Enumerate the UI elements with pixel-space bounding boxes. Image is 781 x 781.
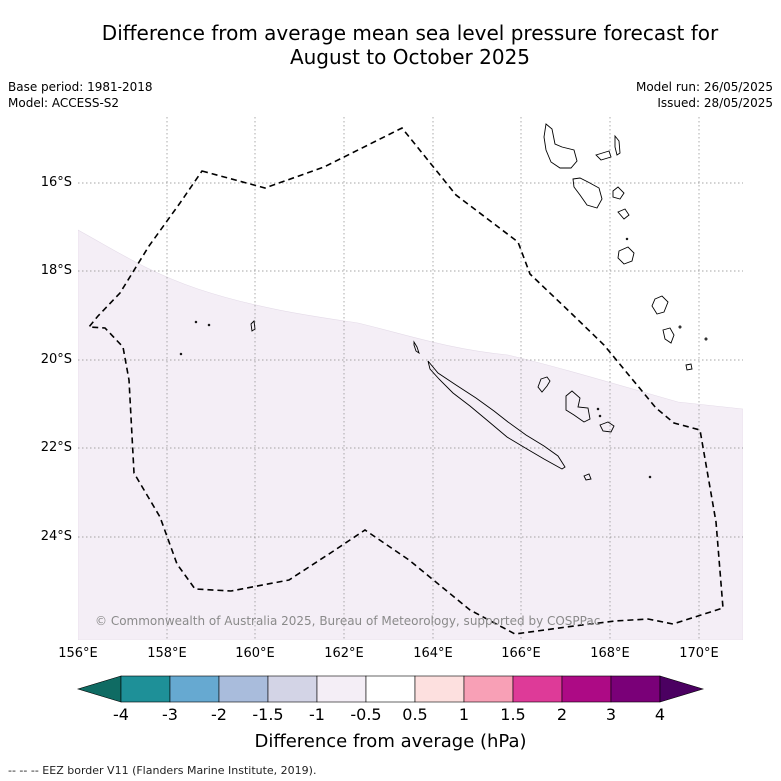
colorbar-extend-max: [659, 675, 705, 703]
lon-label-166e: 166°E: [501, 646, 541, 661]
colorbar-tick: -1.5: [252, 705, 284, 724]
vanuatu-espiritu-santo: [543, 123, 578, 169]
lon-label-160e: 160°E: [235, 646, 275, 661]
base-period: Base period: 1981-2018: [8, 80, 153, 94]
map-panel: [78, 117, 743, 640]
lat-label-18s: 18°S: [40, 263, 72, 278]
colorbar-tick: -1: [309, 705, 325, 724]
meta-left: Base period: 1981-2018 Model: ACCESS-S2: [8, 79, 153, 111]
lon-label-168e: 168°E: [590, 646, 630, 661]
colorbar: [76, 675, 705, 703]
colorbar-tick: 0.5: [402, 705, 428, 724]
colorbar-tick: -3: [162, 705, 178, 724]
colorbar-tick: 4: [654, 705, 666, 724]
colorbar-tick: 3: [605, 705, 617, 724]
lon-label-158e: 158°E: [147, 646, 187, 661]
model-name: Model: ACCESS-S2: [8, 96, 120, 110]
colorbar-cell: [414, 675, 465, 703]
colorbar-cell: [610, 675, 661, 703]
gridlines: [78, 117, 743, 640]
lat-label-24s: 24°S: [40, 529, 72, 544]
lon-label-170e: 170°E: [679, 646, 719, 661]
colorbar-cell: [365, 675, 416, 703]
colorbar-tick: -0.5: [350, 705, 382, 724]
colorbar-tick: -2: [211, 705, 227, 724]
map-copyright: © Commonwealth of Australia 2025, Bureau…: [95, 614, 601, 628]
loyalty-islands: [537, 376, 551, 393]
eez-legend-note: -- -- -- EEZ border V11 (Flanders Marine…: [8, 764, 317, 777]
colorbar-tick: -4: [113, 705, 129, 724]
new-caledonia-coastline: [427, 360, 566, 470]
colorbar-extend-min: [76, 675, 122, 703]
chart-title-line-1: Difference from average mean sea level p…: [101, 21, 719, 45]
model-run: Model run: 26/05/2025: [635, 80, 773, 94]
colorbar-cell: [267, 675, 318, 703]
colorbar-cell: [218, 675, 269, 703]
lat-label-16s: 16°S: [40, 175, 72, 190]
chart-title-line-2: August to October 2025: [289, 45, 531, 69]
colorbar-title: Difference from average (hPa): [254, 731, 527, 752]
coastlines: [179, 123, 708, 481]
colorbar-tick: 1.5: [500, 705, 526, 724]
colorbar-cell: [463, 675, 514, 703]
lon-label-164e: 164°E: [413, 646, 453, 661]
lon-label-156e: 156°E: [58, 646, 98, 661]
colorbar-cell: [512, 675, 563, 703]
colorbar-tick: 1: [458, 705, 470, 724]
colorbar-tick: 2: [556, 705, 568, 724]
colorbar-cell: [120, 675, 171, 703]
eez-border: [87, 126, 724, 635]
pressure-anomaly-region: [78, 229, 743, 640]
lat-label-20s: 20°S: [40, 352, 72, 367]
issued-date: Issued: 28/05/2025: [657, 96, 773, 110]
colorbar-cell: [316, 675, 367, 703]
colorbar-cell: [169, 675, 220, 703]
lon-label-162e: 162°E: [324, 646, 364, 661]
colorbar-cell: [561, 675, 612, 703]
lat-label-22s: 22°S: [40, 440, 72, 455]
meta-right: Model run: 26/05/2025 Issued: 28/05/2025: [636, 79, 773, 111]
